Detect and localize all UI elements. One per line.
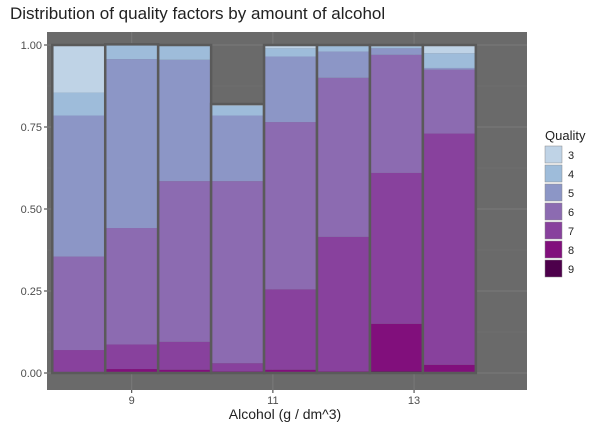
bar-segment-quality-4 <box>211 105 265 116</box>
legend: Quality 3 4 5 6 7 8 9 <box>544 128 586 278</box>
bar-segment-quality-7 <box>52 350 106 373</box>
legend-label-quality-8: 8 <box>568 245 574 257</box>
legend-label-quality-9: 9 <box>568 264 574 276</box>
bar-segment-quality-5 <box>52 115 106 257</box>
bar-segment-quality-4 <box>422 53 476 68</box>
bar-segment-quality-6 <box>369 54 423 173</box>
x-tick-label: 9 <box>129 395 135 407</box>
legend-swatch-quality-6 <box>544 202 563 221</box>
y-tick-label: 0.50 <box>21 204 42 216</box>
bar-segment-quality-6 <box>105 228 159 345</box>
bar-segment-quality-4 <box>105 44 159 60</box>
bar-segment-quality-3 <box>264 45 317 49</box>
bar-segment-quality-6 <box>422 69 476 134</box>
bar-segment-quality-6 <box>317 77 370 237</box>
bar-segment-quality-5 <box>211 115 265 182</box>
bar-segment-quality-6 <box>264 122 317 290</box>
legend-swatch-quality-5 <box>544 183 563 202</box>
x-axis: 9 11 13 <box>129 390 420 407</box>
bar-segment-quality-5 <box>422 67 476 70</box>
bar-segment-quality-8 <box>158 369 212 373</box>
bar-segment-quality-5 <box>264 56 317 123</box>
bar-segment-quality-5 <box>317 51 370 78</box>
bar-segment-quality-7 <box>317 236 370 372</box>
bar-segment-quality-5 <box>105 59 159 229</box>
bar-segment-quality-4 <box>158 45 212 60</box>
bar-segment-quality-7 <box>105 344 159 370</box>
bar-segment-quality-5 <box>158 59 212 182</box>
bar-segment-quality-4 <box>52 92 106 116</box>
bar-segment-quality-8 <box>105 369 159 373</box>
bar-segment-quality-3 <box>52 45 106 93</box>
bar-segment-quality-7 <box>158 341 212 370</box>
y-tick-label: 0.75 <box>21 122 42 134</box>
bar-segment-quality-3 <box>422 45 476 54</box>
bar-segment-quality-8 <box>369 323 423 372</box>
bar-segment-quality-5 <box>369 48 423 55</box>
bar-segment-quality-7 <box>369 172 423 324</box>
chart-title: Distribution of quality factors by amoun… <box>10 4 385 23</box>
legend-swatch-quality-4 <box>544 164 563 183</box>
legend-label-quality-6: 6 <box>568 207 574 219</box>
bar-segment-quality-8 <box>264 369 317 373</box>
legend-swatch-quality-8 <box>544 240 563 259</box>
bar-segment-quality-6 <box>158 181 212 342</box>
y-tick-label: 0.00 <box>21 368 42 380</box>
bar-segment-quality-7 <box>211 363 265 372</box>
bar-segment-quality-4 <box>369 46 423 49</box>
bar-stacks <box>51 43 478 375</box>
x-tick-label: 13 <box>408 395 420 407</box>
bar-segment-quality-6 <box>52 256 106 351</box>
legend-label-quality-3: 3 <box>568 150 574 162</box>
x-tick-label: 11 <box>267 395 278 407</box>
bar-segment-quality-4 <box>264 48 317 57</box>
bar-segment-quality-7 <box>422 133 476 365</box>
x-axis-title: Alcohol (g / dm^3) <box>229 406 341 422</box>
legend-title: Quality <box>545 128 586 143</box>
y-tick-label: 0.25 <box>21 286 42 298</box>
bar-stack-outline <box>421 43 478 375</box>
legend-label-quality-7: 7 <box>568 226 574 238</box>
bar-segment-quality-4 <box>317 45 370 52</box>
bar-segment-quality-7 <box>264 289 317 370</box>
legend-swatch-quality-3 <box>544 145 563 164</box>
y-axis: 0.00 0.25 0.50 0.75 1.00 <box>21 40 47 380</box>
bar-segment-quality-8 <box>422 364 476 373</box>
legend-label-quality-4: 4 <box>568 169 574 181</box>
legend-swatch-quality-7 <box>544 221 563 240</box>
bar-segment-quality-6 <box>211 181 265 364</box>
y-tick-label: 1.00 <box>21 40 42 52</box>
legend-swatch-quality-9 <box>544 259 563 278</box>
legend-label-quality-5: 5 <box>568 188 574 200</box>
